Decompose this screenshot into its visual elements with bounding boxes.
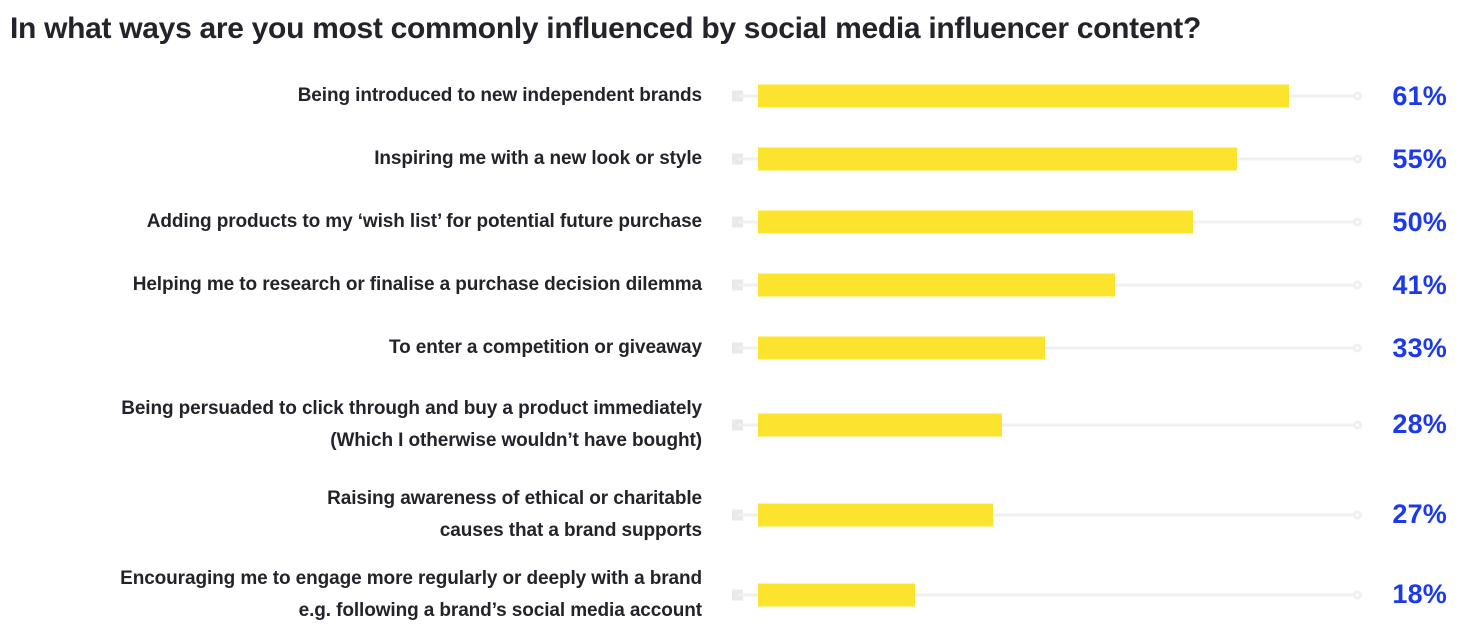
track-end-ring xyxy=(1353,343,1362,353)
value-bar xyxy=(758,273,1115,297)
bar-track xyxy=(730,470,1362,560)
track-end-ring xyxy=(1353,217,1362,227)
value-label: 18% xyxy=(1392,579,1447,609)
track-end-ring xyxy=(1353,420,1362,429)
track-start-marker xyxy=(732,279,743,291)
track-start-marker xyxy=(732,90,743,102)
bar-rows: Being introduced to new independent bran… xyxy=(0,65,1480,630)
category-label: Being persuaded to click through and buy… xyxy=(121,398,702,451)
category-label: Adding products to my ‘wish list’ for po… xyxy=(146,211,702,233)
bar-row: Inspiring me with a new look or style 55… xyxy=(0,128,1480,191)
track-start-marker xyxy=(732,216,743,228)
track-start-marker xyxy=(732,153,743,165)
track-line xyxy=(738,513,1354,516)
value-label: 33% xyxy=(1392,332,1447,363)
category-label: Being introduced to new independent bran… xyxy=(297,85,702,107)
track-start-marker xyxy=(732,589,743,600)
value-label: 61% xyxy=(1392,80,1447,111)
track-line xyxy=(738,346,1354,350)
bar-track xyxy=(730,191,1362,254)
value-bar xyxy=(758,503,993,526)
bar-track xyxy=(730,317,1362,380)
bar-track xyxy=(730,380,1362,470)
bar-row: Helping me to research or finalise a pur… xyxy=(0,254,1480,317)
chart-title: In what ways are you most commonly influ… xyxy=(10,12,1201,45)
value-label: 28% xyxy=(1392,409,1447,439)
value-label: 50% xyxy=(1392,206,1447,237)
track-start-marker xyxy=(732,419,743,430)
bar-track xyxy=(730,254,1362,317)
track-start-marker xyxy=(732,509,743,520)
bar-row: To enter a competition or giveaway 33% xyxy=(0,317,1480,380)
category-label: Encouraging me to engage more regularly … xyxy=(120,568,702,621)
track-end-ring xyxy=(1353,280,1362,290)
value-bar xyxy=(758,583,915,606)
category-label: Helping me to research or finalise a pur… xyxy=(132,274,702,296)
bar-row: Raising awareness of ethical or charitab… xyxy=(0,470,1480,560)
value-bar xyxy=(758,413,1002,436)
category-label: To enter a competition or giveaway xyxy=(389,337,702,359)
bar-row: Adding products to my ‘wish list’ for po… xyxy=(0,191,1480,254)
track-line xyxy=(738,423,1354,426)
bar-row: Being persuaded to click through and buy… xyxy=(0,380,1480,470)
category-label: Inspiring me with a new look or style xyxy=(374,148,702,170)
value-label: 41% xyxy=(1392,269,1447,300)
value-bar xyxy=(758,84,1289,108)
value-bar xyxy=(758,210,1193,234)
bar-row: Encouraging me to engage more regularly … xyxy=(0,560,1480,630)
value-label: 27% xyxy=(1392,499,1447,529)
category-label: Raising awareness of ethical or charitab… xyxy=(327,488,702,541)
value-bar xyxy=(758,336,1046,360)
value-bar xyxy=(758,147,1237,171)
value-label: 55% xyxy=(1392,143,1447,174)
track-start-marker xyxy=(732,342,743,354)
track-end-ring xyxy=(1353,590,1362,599)
bar-row: Being introduced to new independent bran… xyxy=(0,65,1480,128)
bar-track xyxy=(730,128,1362,191)
track-end-ring xyxy=(1353,510,1362,519)
track-end-ring xyxy=(1353,91,1362,101)
track-line xyxy=(738,593,1354,596)
bar-track xyxy=(730,65,1362,128)
bar-track xyxy=(730,560,1362,630)
track-end-ring xyxy=(1353,154,1362,164)
